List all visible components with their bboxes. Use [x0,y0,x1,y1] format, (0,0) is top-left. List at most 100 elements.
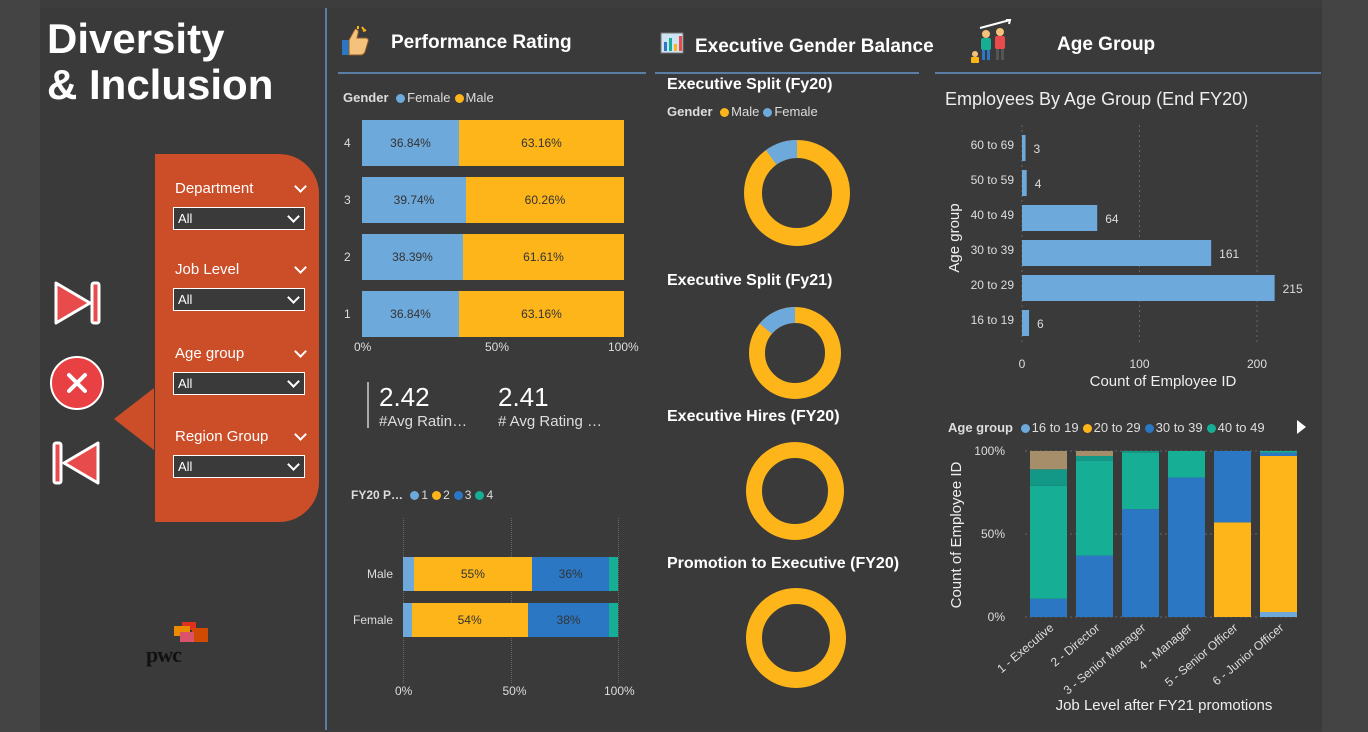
stack-segment[interactable] [1030,451,1067,470]
stack-segment[interactable] [1214,451,1251,523]
perf-row-label: 2 [344,250,351,264]
legend-item[interactable]: Male [731,104,760,119]
skip-back-icon[interactable] [50,440,102,486]
fy20-bar[interactable]: 54% 38% [403,603,618,637]
donut-title: Executive Split (Fy21) [667,272,833,289]
chart-icon [660,32,684,54]
age-bar[interactable] [1022,310,1030,336]
stack-segment[interactable] [1030,598,1067,617]
fy20-segment[interactable] [609,557,618,591]
skip-forward-icon[interactable] [52,280,104,326]
fy20-tick: 0% [395,684,413,698]
perf-bar-male[interactable]: 61.61% [463,234,624,280]
perf-bar-male[interactable]: 63.16% [459,120,624,166]
legend-item[interactable]: 2 [443,488,450,502]
legend-item[interactable]: 40 to 49 [1217,420,1265,435]
slicer-dropdown[interactable]: All [173,455,305,478]
legend-item[interactable]: Male [465,90,494,105]
perf-bar-female[interactable]: 36.84% [362,291,459,337]
stack-segment[interactable] [1076,460,1113,556]
age-bar[interactable] [1022,275,1275,301]
chevron-down-icon[interactable] [294,428,307,441]
stack-segment[interactable] [1260,451,1297,453]
slicer-region-group: Region Group All [155,428,319,488]
stack-segment[interactable] [1260,612,1297,617]
perf-bar-female[interactable]: 36.84% [362,120,459,166]
age-bar[interactable] [1022,135,1026,161]
age-bar[interactable] [1022,170,1027,196]
kpi-value: 2.42 [379,382,430,412]
age-category-label: 30 to 39 [971,243,1015,257]
fy20-performance-chart[interactable]: Male 55% 36% Female 54% 38% 0% 50% 100% [340,518,650,703]
donut-female-slice[interactable] [741,299,848,406]
slicer-dropdown[interactable]: All [173,372,305,395]
stack-segment[interactable] [1030,485,1067,599]
legend-item[interactable]: 1 [421,488,429,502]
donut-title: Executive Hires (FY20) [667,408,840,425]
donut-chart[interactable] [738,434,852,548]
stack-segment[interactable] [1122,509,1159,617]
stack-segment[interactable] [1076,451,1113,456]
legend-item[interactable]: 20 to 29 [1093,420,1141,435]
stack-segment[interactable] [1260,452,1297,456]
perf-bar[interactable]: 38.39% 61.61% [362,234,624,280]
perf-bar[interactable]: 36.84% 63.16% [362,291,624,337]
legend-item[interactable]: 4 [486,488,494,502]
perf-bar-female[interactable]: 39.74% [362,177,466,223]
legend-dot [720,108,730,118]
close-icon[interactable] [50,356,104,410]
stack-segment[interactable] [1076,555,1113,617]
stack-segment[interactable] [1076,455,1113,461]
age-bar[interactable] [1022,205,1098,231]
perf-bar-male[interactable]: 63.16% [459,291,624,337]
slicer-dropdown[interactable]: All [173,207,305,230]
perf-bar-male[interactable]: 60.26% [466,177,624,223]
stack-segment[interactable] [1168,451,1205,478]
chevron-down-icon [287,458,300,471]
fy20-segment[interactable] [403,557,414,591]
legend-item[interactable]: 16 to 19 [1031,420,1079,435]
legend-item[interactable]: Female [774,104,818,119]
donut-chart[interactable] [735,131,859,255]
fy20-segment[interactable]: 54% [411,603,528,637]
donut-male-slice[interactable] [744,140,850,246]
donut-chart[interactable] [741,299,849,407]
stack-segment[interactable] [1260,455,1297,613]
perf-bar[interactable]: 39.74% 60.26% [362,177,624,223]
age-bar[interactable] [1022,240,1212,266]
stack-segment[interactable] [1122,452,1159,510]
stack-segment[interactable] [1168,477,1205,617]
chevron-down-icon[interactable] [294,261,307,274]
donut-chart[interactable] [738,580,854,696]
stack-segment[interactable] [1030,469,1067,486]
fy20-bar[interactable]: 55% 36% [403,557,618,591]
legend-item[interactable]: Female [407,90,451,105]
stack-segment[interactable] [1122,451,1159,453]
fy20-segment[interactable] [609,603,618,637]
age-group-bar-chart[interactable]: 60 to 69 3 50 to 59 4 40 to 49 64 30 to 39 161 2… [940,120,1320,395]
fy20-segment[interactable] [403,603,412,637]
legend-dot [454,94,464,104]
perf-rating-chart[interactable]: 4 36.84% 63.16% 3 39.74% 60.26% 2 38.39% 61.61% 1… [340,118,650,358]
exec-legend: Gender Male Female [667,104,818,119]
age-x-tick: 0 [1019,357,1026,371]
perf-bar[interactable]: 36.84% 63.16% [362,120,624,166]
legend-scroll-right-icon[interactable] [1297,420,1306,434]
exec-section-title: Executive Gender Balance [695,36,934,57]
legend-item[interactable]: 30 to 39 [1155,420,1203,435]
fy20-gridline [618,518,619,683]
chevron-down-icon[interactable] [294,345,307,358]
chevron-down-icon[interactable] [294,180,307,193]
stack-segment[interactable] [1214,522,1251,617]
slicer-dropdown[interactable]: All [173,288,305,311]
fy20-segment[interactable]: 38% [527,603,610,637]
fy20-segment[interactable]: 55% [413,557,532,591]
people-icon [966,18,1016,64]
legend-item[interactable]: 3 [464,488,472,502]
perf-bar-female[interactable]: 38.39% [362,234,463,280]
donut-male-slice[interactable] [746,588,846,688]
exec-legend-title: Gender [667,104,713,119]
fy20-segment[interactable]: 36% [532,557,610,591]
donut-male-slice[interactable] [746,442,844,540]
